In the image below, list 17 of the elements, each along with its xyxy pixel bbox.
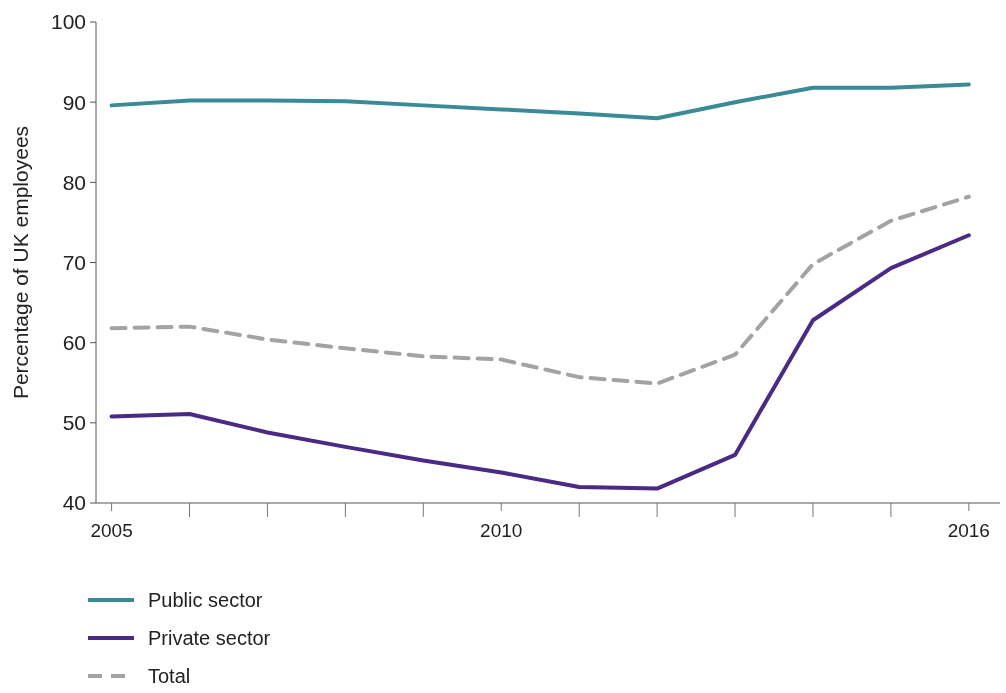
x-tick-label: 2005 bbox=[90, 520, 133, 541]
legend-label: Total bbox=[148, 665, 191, 687]
y-tick-label: 70 bbox=[62, 250, 86, 274]
y-tick-label: 90 bbox=[62, 90, 86, 114]
y-axis-title: Percentage of UK employees bbox=[9, 125, 32, 400]
y-tick-label: 80 bbox=[62, 170, 86, 194]
line-series bbox=[109, 82, 971, 121]
x-tick-label: 2010 bbox=[480, 520, 523, 541]
legend-label: Public sector bbox=[148, 589, 263, 611]
legend-label: Private sector bbox=[148, 627, 271, 649]
y-tick-label: 40 bbox=[62, 491, 86, 515]
y-tick-label: 50 bbox=[62, 411, 86, 435]
line-series bbox=[109, 194, 971, 386]
line-series bbox=[109, 233, 971, 491]
y-tick-label: 60 bbox=[62, 331, 86, 355]
x-tick-label: 2016 bbox=[947, 520, 990, 541]
y-tick-label: 100 bbox=[50, 10, 86, 34]
